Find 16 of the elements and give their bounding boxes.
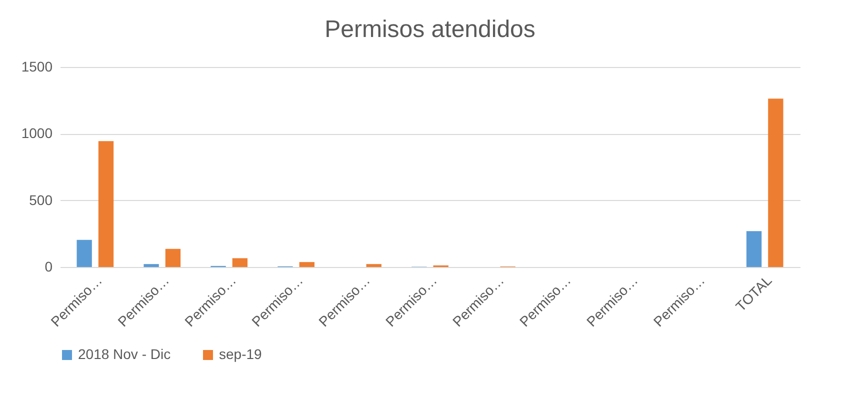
y-tick-label: 1000 — [21, 125, 53, 142]
legend-label: sep-19 — [219, 346, 262, 362]
y-tick-label: 1500 — [21, 58, 53, 74]
bar — [76, 240, 92, 267]
bar — [98, 141, 114, 267]
y-tick-label: 0 — [44, 258, 53, 274]
bar — [768, 98, 784, 267]
bar — [165, 248, 181, 267]
bar — [366, 264, 382, 267]
legend-label: 2018 Nov - Dic — [78, 346, 171, 362]
bar — [746, 231, 762, 267]
bar — [144, 264, 159, 267]
y-tick-label: 500 — [29, 192, 53, 208]
bar — [299, 262, 314, 267]
bar — [232, 258, 248, 267]
chart-title: Permisos atendidos — [324, 16, 536, 43]
